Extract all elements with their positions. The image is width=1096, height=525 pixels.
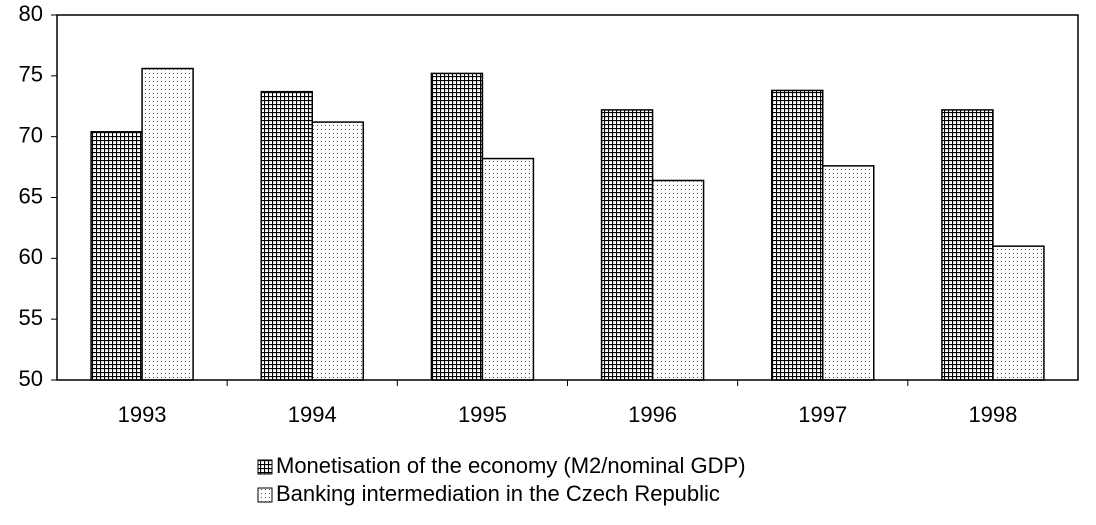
plot-frame bbox=[56, 14, 1079, 381]
bar bbox=[90, 131, 143, 381]
bar bbox=[260, 90, 313, 381]
legend-swatch bbox=[257, 459, 273, 475]
y-tick-label: 75 bbox=[19, 62, 43, 87]
legend-swatch bbox=[257, 487, 273, 503]
bar bbox=[651, 179, 705, 381]
bar bbox=[771, 89, 824, 381]
bar bbox=[992, 245, 1045, 381]
bar bbox=[141, 67, 194, 381]
x-tick-label: 1996 bbox=[628, 402, 677, 427]
y-tick-label: 65 bbox=[19, 183, 43, 208]
y-tick-label: 55 bbox=[19, 305, 43, 330]
x-tick-label: 1994 bbox=[288, 402, 337, 427]
x-tick-label: 1993 bbox=[118, 402, 167, 427]
bar bbox=[941, 109, 994, 381]
bar bbox=[311, 121, 364, 381]
y-tick-label: 50 bbox=[19, 366, 43, 391]
bar bbox=[822, 165, 875, 381]
y-tick-label: 80 bbox=[19, 1, 43, 26]
legend-label: Banking intermediation in the Czech Repu… bbox=[276, 481, 720, 506]
y-tick-label: 60 bbox=[19, 244, 43, 269]
bar bbox=[430, 72, 484, 381]
y-tick-label: 70 bbox=[19, 122, 43, 147]
x-tick-label: 1995 bbox=[458, 402, 507, 427]
x-tick-label: 1997 bbox=[798, 402, 847, 427]
bar bbox=[481, 157, 535, 381]
x-tick-label: 1998 bbox=[968, 402, 1017, 427]
legend-label: Monetisation of the economy (M2/nominal … bbox=[276, 453, 746, 478]
bar bbox=[600, 109, 654, 381]
